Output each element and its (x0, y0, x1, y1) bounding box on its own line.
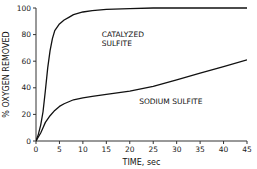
annotation: SODIUM SULFITE (139, 97, 203, 106)
y-tick-label: 100 (17, 4, 32, 13)
x-tick-label: 20 (125, 145, 135, 154)
x-tick-label: 45 (242, 145, 252, 154)
x-tick (59, 141, 60, 144)
x-tick-label: 10 (78, 145, 88, 154)
x-tick (176, 141, 177, 144)
y-tick (33, 8, 36, 9)
x-axis-line (36, 141, 247, 142)
chart: 0 5 10 15 20 25 30 35 40 45 0 20 40 60 80 100 TIME, sec%… (0, 0, 257, 169)
x-axis-label: TIME, sec (122, 158, 161, 167)
y-tick-label: 20 (21, 110, 31, 119)
y-tick (33, 34, 36, 35)
x-tick (223, 141, 224, 144)
plot-area (36, 8, 247, 141)
y-axis-line (36, 8, 37, 141)
x-tick-label: 0 (34, 145, 39, 154)
x-tick (129, 141, 130, 144)
y-tick-label: 60 (21, 57, 31, 66)
y-tick-label: 40 (21, 83, 31, 92)
x-tick-label: 35 (195, 145, 205, 154)
x-tick (247, 141, 248, 144)
x-tick-label: 30 (172, 145, 182, 154)
annotation: SULFITE (102, 39, 133, 48)
series-line (36, 60, 247, 141)
x-tick (153, 141, 154, 144)
annotation: CATALYZED (102, 30, 145, 39)
y-tick (33, 114, 36, 115)
y-tick (33, 141, 36, 142)
y-tick (33, 61, 36, 62)
x-tick-label: 40 (219, 145, 229, 154)
x-tick-label: 25 (148, 145, 158, 154)
x-tick-label: 15 (102, 145, 112, 154)
x-tick (106, 141, 107, 144)
y-tick-label: 0 (26, 137, 31, 146)
x-tick-label: 5 (57, 145, 62, 154)
series-line (36, 8, 247, 141)
x-tick (200, 141, 201, 144)
x-tick (82, 141, 83, 144)
y-tick (33, 87, 36, 88)
y-tick-label: 80 (21, 30, 31, 39)
y-axis-label: % OXYGEN REMOVED (2, 31, 11, 117)
